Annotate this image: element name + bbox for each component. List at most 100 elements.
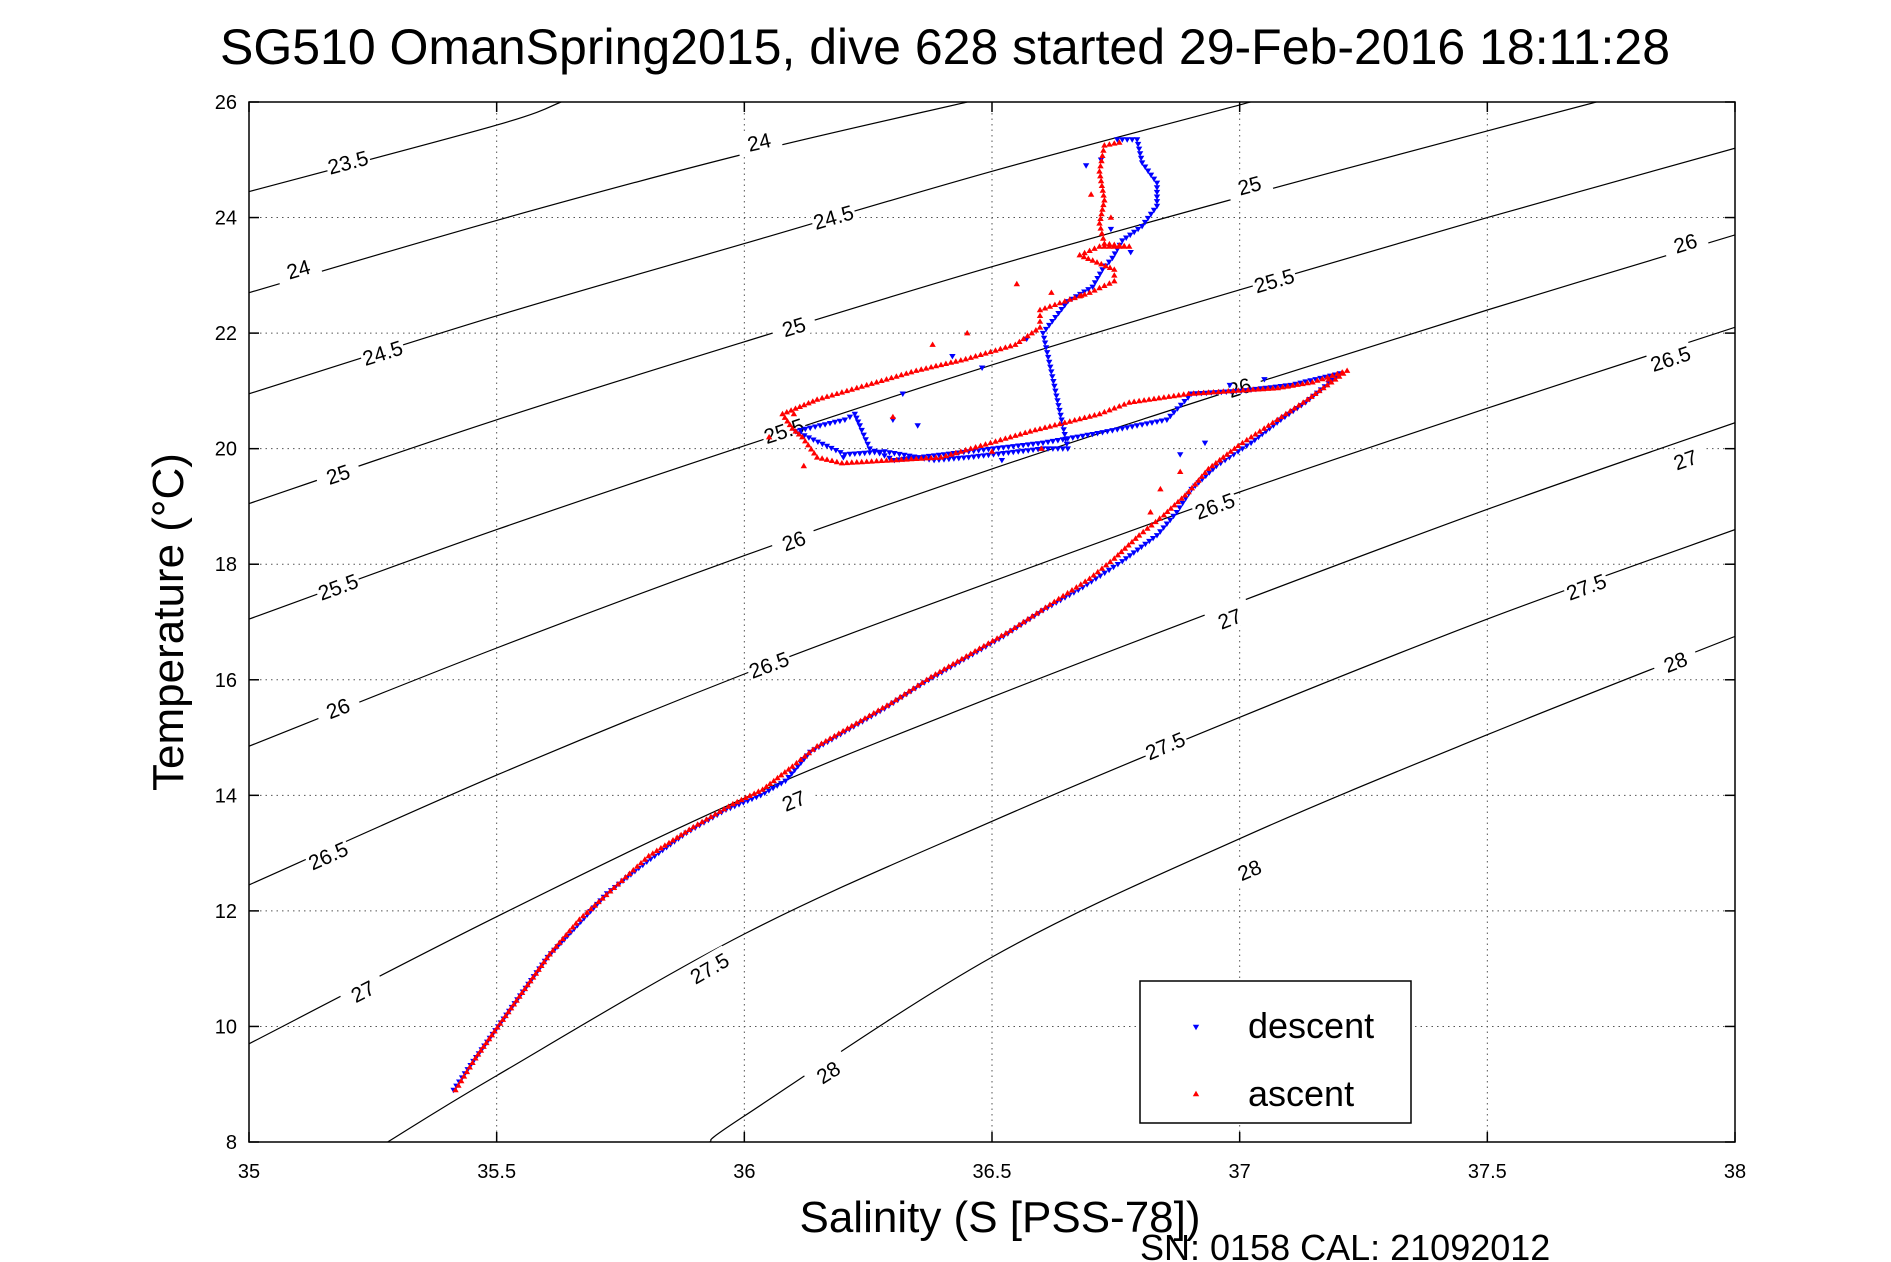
data-point-descent [794, 764, 801, 770]
data-point-ascent [878, 377, 885, 383]
data-point-ascent [1126, 399, 1133, 405]
data-point-ascent [805, 400, 812, 406]
x-tick-label: 35.5 [477, 1161, 516, 1183]
data-point-ascent [591, 902, 598, 908]
data-point-descent [886, 455, 893, 462]
data-point-ascent [853, 384, 860, 391]
data-point-descent [1129, 424, 1136, 430]
data-point-ascent [1111, 405, 1118, 411]
data-point-ascent [868, 458, 875, 464]
data-series [450, 137, 1351, 1094]
x-tick-label: 35 [238, 1161, 260, 1183]
data-point-ascent [729, 800, 737, 807]
data-point-ascent [716, 808, 723, 814]
data-point-ascent [1036, 312, 1044, 318]
data-point-ascent [1031, 426, 1039, 433]
data-point-ascent [1111, 555, 1118, 561]
data-point-ascent [686, 826, 693, 832]
legend-box [1139, 980, 1412, 1124]
data-point-ascent [898, 456, 905, 462]
data-point-ascent [883, 457, 890, 463]
data-point-ascent [823, 393, 831, 399]
data-point-ascent [516, 993, 523, 999]
data-point-ascent [1096, 168, 1103, 174]
data-point-ascent [873, 379, 880, 385]
data-point-ascent [1265, 422, 1272, 428]
density-contour-line [709, 635, 1735, 1142]
data-point-ascent [913, 455, 920, 461]
data-point-descent [1055, 403, 1062, 409]
legend-label-ascent: ascent [1248, 1073, 1354, 1114]
data-point-ascent [799, 433, 806, 440]
data-point-descent [1134, 226, 1142, 233]
data-point-ascent [576, 916, 583, 922]
data-point-ascent [942, 452, 950, 459]
data-point-ascent [977, 351, 984, 357]
data-point-ascent [897, 693, 904, 700]
data-point-ascent [1101, 408, 1108, 415]
contour-label-bg [683, 945, 734, 989]
data-point-ascent [1111, 266, 1118, 272]
data-point-ascent [957, 448, 964, 454]
data-point-ascent [937, 361, 945, 368]
data-point-descent [1104, 429, 1111, 435]
data-point-descent [1153, 199, 1161, 205]
data-point-descent [1146, 538, 1153, 545]
data-point-ascent [649, 850, 656, 856]
data-point-ascent [967, 354, 974, 360]
density-contour-label: 26.5 [302, 834, 353, 875]
data-point-ascent [838, 389, 846, 395]
data-point-ascent [848, 459, 855, 465]
data-point-descent [1045, 354, 1052, 361]
data-point-ascent [1259, 385, 1267, 392]
density-contour-line [387, 529, 1735, 1142]
data-point-descent [1147, 172, 1155, 178]
data-point-descent [995, 451, 1002, 458]
data-point-descent [1061, 303, 1068, 309]
data-point-descent [1170, 410, 1178, 416]
data-point-descent [1206, 470, 1213, 476]
y-tick-label: 14 [215, 785, 237, 807]
data-point-descent [1039, 440, 1047, 447]
data-point-descent [1119, 559, 1126, 565]
data-point-ascent [863, 381, 870, 388]
data-point-ascent [1252, 431, 1259, 437]
data-point-ascent [720, 805, 728, 812]
data-point-ascent [1051, 421, 1059, 428]
data-point-ascent [1051, 598, 1058, 604]
data-point-ascent [1309, 379, 1316, 385]
data-point-ascent [1220, 454, 1227, 460]
data-point-ascent [599, 895, 606, 901]
data-point-descent [757, 793, 764, 799]
data-point-ascent [823, 456, 831, 462]
data-point-ascent [805, 749, 813, 756]
data-point-ascent [1098, 565, 1106, 571]
data-point-descent [906, 453, 913, 460]
contour-label-text: 27.5 [1142, 728, 1189, 765]
data-point-ascent [1081, 414, 1088, 420]
data-point-ascent [1188, 484, 1196, 491]
data-point-descent [1138, 160, 1146, 166]
data-point-ascent [1086, 247, 1093, 253]
density-contour-label: 27.5 [1560, 566, 1611, 606]
data-point-ascent [783, 409, 790, 415]
data-point-ascent [784, 418, 791, 424]
data-point-ascent [1144, 525, 1151, 531]
contour-label-bg [768, 520, 818, 558]
density-contour-label: 23.5 [323, 143, 372, 180]
contour-label-bg [808, 197, 858, 234]
data-point-descent [862, 437, 869, 443]
data-point-ascent [1274, 416, 1281, 422]
data-point-descent [899, 391, 906, 397]
data-point-ascent [1261, 425, 1268, 431]
data-point-ascent [1249, 386, 1257, 392]
data-point-ascent [472, 1055, 479, 1061]
data-point-ascent [1205, 465, 1212, 472]
data-point-ascent [1269, 385, 1276, 391]
data-point-descent [1133, 137, 1141, 143]
density-contour-line [249, 422, 1735, 1045]
y-axis-ticks: 8 10 12 14 16 18 20 22 24 26 [215, 92, 1735, 1154]
data-point-ascent [738, 796, 745, 803]
data-point-descent [1105, 567, 1113, 574]
